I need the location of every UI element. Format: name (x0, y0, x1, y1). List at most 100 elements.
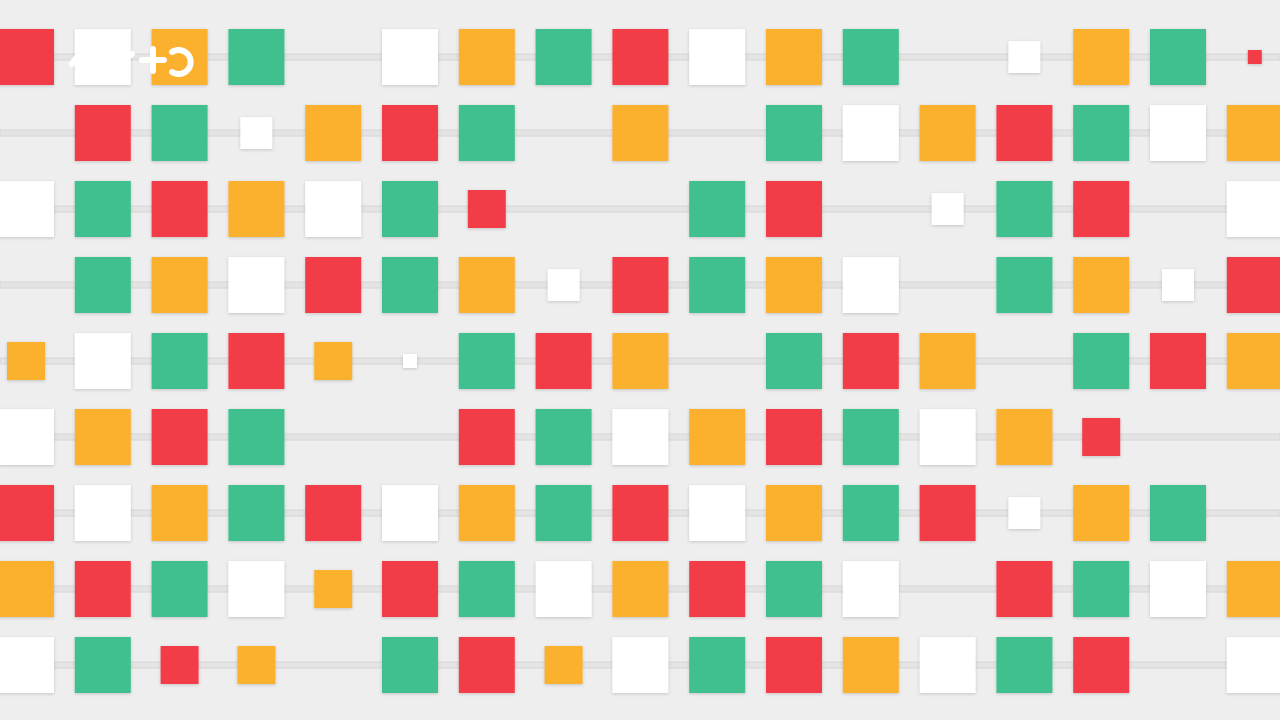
tile (314, 570, 353, 608)
tile (74, 333, 131, 389)
tile (842, 105, 899, 161)
tile (1247, 50, 1262, 64)
track (0, 205, 1280, 213)
tile (228, 29, 285, 85)
tile (612, 333, 669, 389)
tile (612, 409, 669, 465)
tile (1226, 561, 1280, 617)
tile (151, 257, 208, 313)
tile (689, 409, 746, 465)
tile (766, 333, 822, 389)
tile (151, 409, 208, 465)
tile (151, 181, 208, 237)
tile (612, 105, 669, 161)
tile (151, 105, 208, 161)
tile (458, 257, 515, 313)
tile (842, 637, 899, 693)
tile (382, 181, 438, 237)
tile (458, 29, 515, 85)
tile (535, 485, 592, 541)
tile (842, 333, 899, 389)
tile (458, 105, 515, 161)
tile (996, 637, 1053, 693)
tile (458, 485, 515, 541)
tile (1073, 637, 1130, 693)
tile (74, 105, 131, 161)
tile (1073, 29, 1130, 85)
tile (535, 29, 592, 85)
tile (228, 257, 285, 313)
tile (766, 29, 822, 85)
tile (1008, 41, 1041, 73)
tile (0, 29, 54, 85)
tile (382, 29, 438, 85)
tile (842, 561, 899, 617)
tile (151, 485, 208, 541)
tile (689, 637, 746, 693)
tile (1150, 29, 1206, 85)
tile (689, 181, 746, 237)
tile (612, 485, 669, 541)
tile (228, 485, 285, 541)
tile (74, 637, 131, 693)
tile (1226, 333, 1280, 389)
tile (1073, 485, 1130, 541)
tile (458, 637, 515, 693)
tile (996, 105, 1053, 161)
tile (689, 29, 746, 85)
tile (612, 637, 669, 693)
tile (74, 485, 131, 541)
tile (237, 646, 276, 684)
tile (1073, 257, 1130, 313)
tile (842, 29, 899, 85)
tile (228, 561, 285, 617)
tile (544, 646, 583, 684)
tile (0, 637, 54, 693)
tile (305, 257, 362, 313)
tile (1073, 333, 1130, 389)
tile (842, 485, 899, 541)
tile (766, 105, 822, 161)
tile (382, 637, 438, 693)
tile (0, 561, 54, 617)
tile (74, 409, 131, 465)
tile (467, 190, 506, 228)
tile (689, 257, 746, 313)
tile (766, 257, 822, 313)
tile (240, 117, 273, 149)
tile (535, 409, 592, 465)
tile (766, 181, 822, 237)
tile (919, 409, 976, 465)
tile (766, 637, 822, 693)
tile (919, 333, 976, 389)
tile (305, 181, 362, 237)
tile (228, 409, 285, 465)
tile (919, 105, 976, 161)
tile (766, 485, 822, 541)
tile (305, 485, 362, 541)
tile (74, 257, 131, 313)
tile (382, 561, 438, 617)
tile (382, 485, 438, 541)
tile (1226, 105, 1280, 161)
tile (160, 646, 199, 684)
tile (458, 409, 515, 465)
tile (228, 181, 285, 237)
tile (0, 409, 54, 465)
tile (996, 561, 1053, 617)
logo-mark (69, 46, 194, 77)
tile (931, 193, 964, 225)
tile (403, 354, 417, 368)
tile (1082, 418, 1121, 456)
tile (612, 257, 669, 313)
tile (1226, 181, 1280, 237)
tile (1150, 485, 1206, 541)
tile (612, 561, 669, 617)
logo (69, 46, 194, 77)
tile (458, 333, 515, 389)
tile (1162, 269, 1194, 301)
tile (0, 181, 54, 237)
tile (766, 561, 822, 617)
tile (996, 409, 1053, 465)
